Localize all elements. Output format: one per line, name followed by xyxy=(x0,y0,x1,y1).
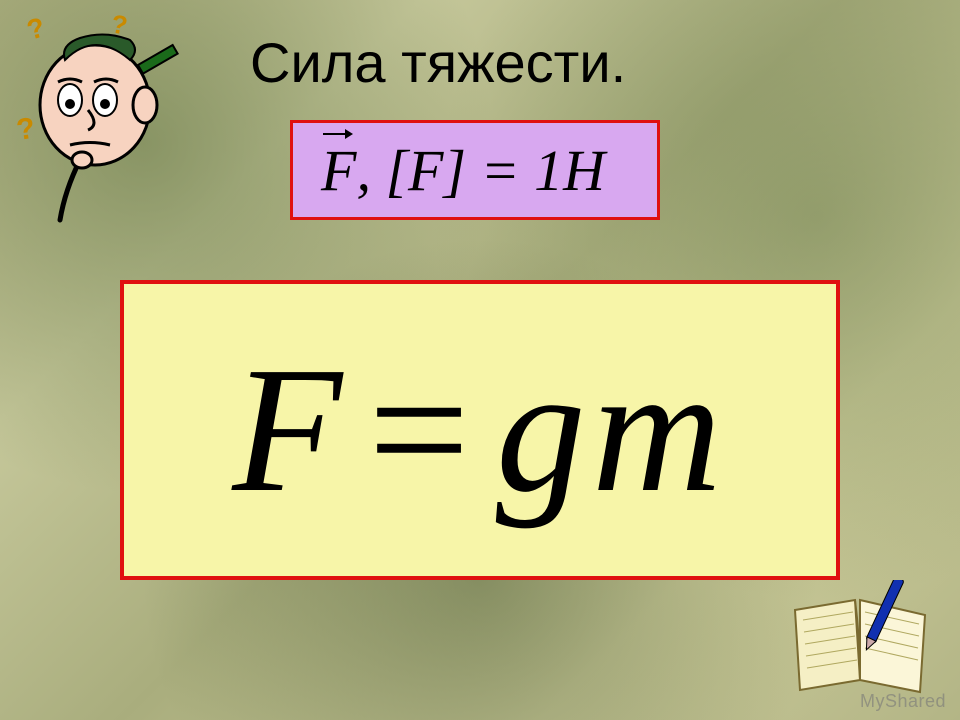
formula-F: F xyxy=(232,330,348,529)
slide-title: Сила тяжести. xyxy=(250,30,626,95)
unit-text-part2: ] = 1 xyxy=(443,138,563,203)
unit-expression: F , [F] = 1H xyxy=(321,137,605,204)
watermark: MyShared xyxy=(860,691,946,712)
formula-m: m xyxy=(592,330,728,529)
unit-newton: H xyxy=(563,138,605,203)
svg-text:?: ? xyxy=(14,112,37,147)
unit-text-part1: , [ xyxy=(356,138,408,203)
notebook-icon xyxy=(785,580,935,700)
svg-text:?: ? xyxy=(24,11,49,45)
vector-F: F xyxy=(321,138,356,203)
formula-equals: = xyxy=(368,330,476,529)
thinking-character-icon: ? ? ? xyxy=(10,10,200,240)
slide: ? ? ? Сила тя xyxy=(0,0,960,720)
formula-g: g xyxy=(496,330,592,529)
unit-F-bracket: F xyxy=(408,138,443,203)
formula-expression: F=gm xyxy=(232,340,727,520)
unit-box: F , [F] = 1H xyxy=(290,120,660,220)
formula-box: F=gm xyxy=(120,280,840,580)
